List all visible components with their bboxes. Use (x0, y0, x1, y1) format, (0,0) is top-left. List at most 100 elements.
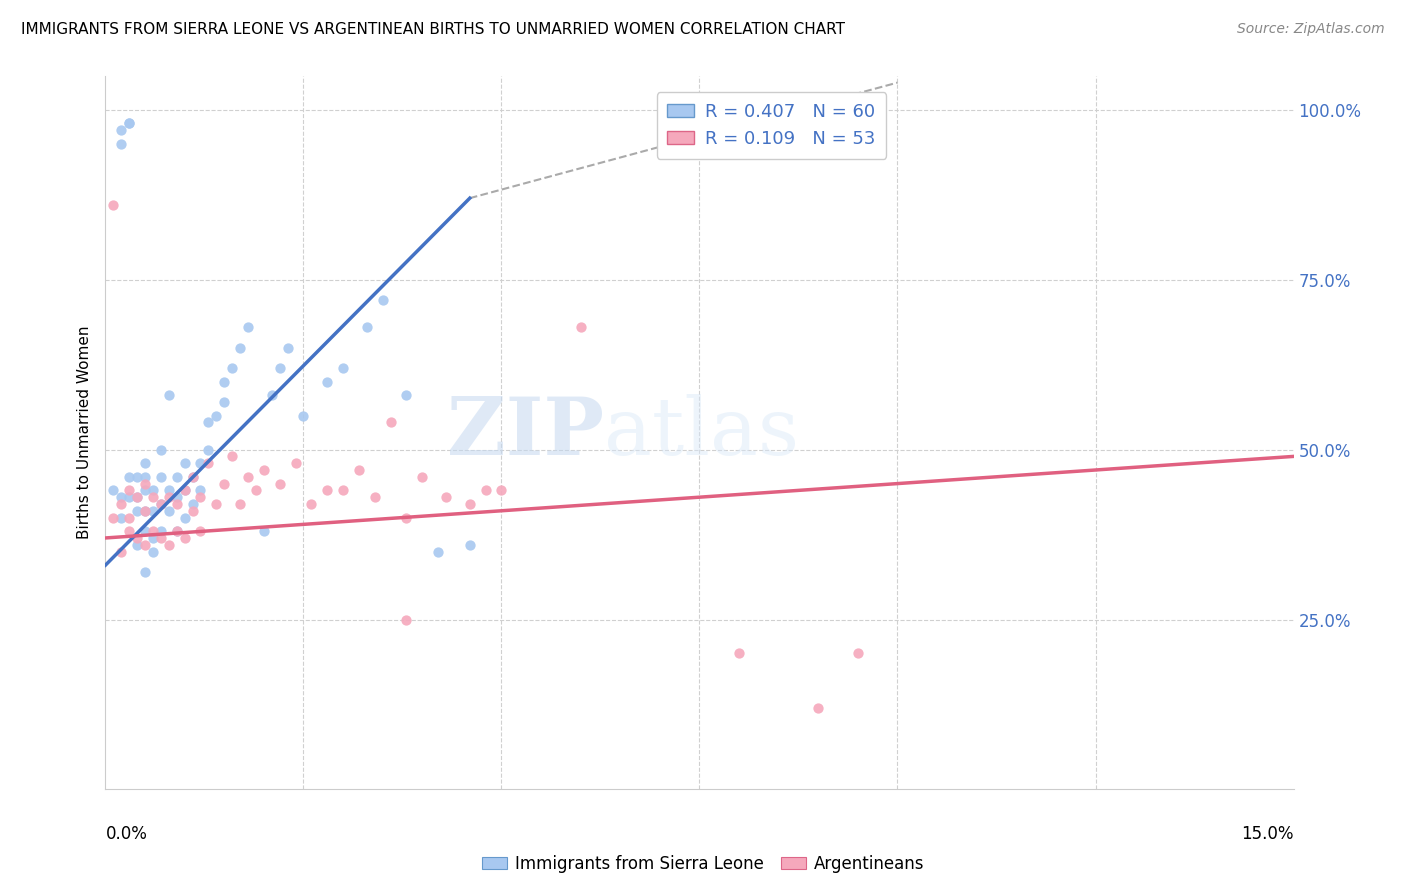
Point (214, 375, 236, 389)
Point (157, 504, 180, 518)
Point (356, 320, 378, 334)
Point (103, 483, 125, 498)
Point (181, 470, 204, 484)
Point (371, 293, 394, 307)
Text: Source: ZipAtlas.com: Source: ZipAtlas.com (1237, 22, 1385, 37)
Point (142, 490, 165, 504)
Point (205, 497, 228, 511)
Point (142, 504, 165, 518)
Point (127, 531, 149, 545)
Point (166, 490, 188, 504)
Point (118, 524, 141, 538)
Point (236, 470, 259, 484)
Point (181, 497, 204, 511)
Point (110, 510, 132, 524)
Point (110, 490, 132, 504)
Point (134, 456, 156, 470)
Point (149, 470, 172, 484)
Point (214, 476, 236, 491)
Point (434, 490, 457, 504)
Point (134, 565, 156, 579)
Point (190, 483, 212, 498)
Point (142, 483, 165, 498)
Point (364, 490, 387, 504)
Y-axis label: Births to Unmarried Women: Births to Unmarried Women (76, 326, 91, 540)
Point (427, 544, 450, 558)
Point (197, 456, 219, 470)
Point (166, 524, 188, 538)
Point (380, 416, 402, 430)
Point (173, 456, 195, 470)
Point (110, 497, 132, 511)
Point (205, 409, 228, 423)
Point (221, 450, 243, 464)
Point (166, 497, 188, 511)
Point (157, 538, 180, 552)
Point (569, 320, 592, 334)
Point (118, 116, 141, 130)
Point (316, 375, 339, 389)
Point (332, 483, 354, 498)
Point (166, 524, 188, 538)
Point (277, 341, 299, 355)
Point (118, 116, 141, 130)
Legend: Immigrants from Sierra Leone, Argentineans: Immigrants from Sierra Leone, Argentinea… (475, 848, 931, 880)
Point (292, 409, 315, 423)
Point (173, 483, 195, 498)
Text: 15.0%: 15.0% (1241, 825, 1294, 843)
Point (127, 470, 149, 484)
Point (118, 470, 141, 484)
Point (127, 490, 149, 504)
Point (173, 510, 195, 524)
Point (103, 510, 125, 524)
Point (214, 395, 236, 409)
Point (253, 524, 276, 538)
Point (127, 504, 149, 518)
Point (190, 490, 212, 504)
Point (118, 483, 141, 498)
Point (190, 524, 212, 538)
Point (236, 320, 259, 334)
Point (118, 490, 141, 504)
Point (134, 470, 156, 484)
Point (181, 470, 204, 484)
Point (127, 538, 149, 552)
Point (134, 483, 156, 498)
Point (253, 463, 276, 477)
Point (173, 483, 195, 498)
Point (411, 470, 433, 484)
Point (149, 497, 172, 511)
Point (458, 497, 481, 511)
Point (118, 510, 141, 524)
Point (173, 531, 195, 545)
Point (142, 531, 165, 545)
Point (260, 388, 283, 402)
Point (316, 483, 339, 498)
Point (245, 483, 267, 498)
Point (347, 463, 370, 477)
Text: ZIP: ZIP (447, 393, 605, 472)
Point (728, 647, 751, 661)
Point (134, 524, 156, 538)
Point (190, 456, 212, 470)
Point (134, 504, 156, 518)
Point (229, 341, 252, 355)
Point (229, 497, 252, 511)
Point (149, 531, 172, 545)
Point (395, 388, 418, 402)
Point (197, 442, 219, 457)
Point (142, 524, 165, 538)
Point (846, 647, 869, 661)
Point (197, 416, 219, 430)
Point (149, 497, 172, 511)
Legend: R = 0.407   N = 60, R = 0.109   N = 53: R = 0.407 N = 60, R = 0.109 N = 53 (657, 92, 887, 159)
Point (221, 361, 243, 376)
Point (110, 136, 132, 151)
Point (134, 504, 156, 518)
Point (284, 456, 307, 470)
Point (134, 476, 156, 491)
Point (395, 510, 418, 524)
Point (181, 504, 204, 518)
Point (458, 538, 481, 552)
Text: 0.0%: 0.0% (105, 825, 148, 843)
